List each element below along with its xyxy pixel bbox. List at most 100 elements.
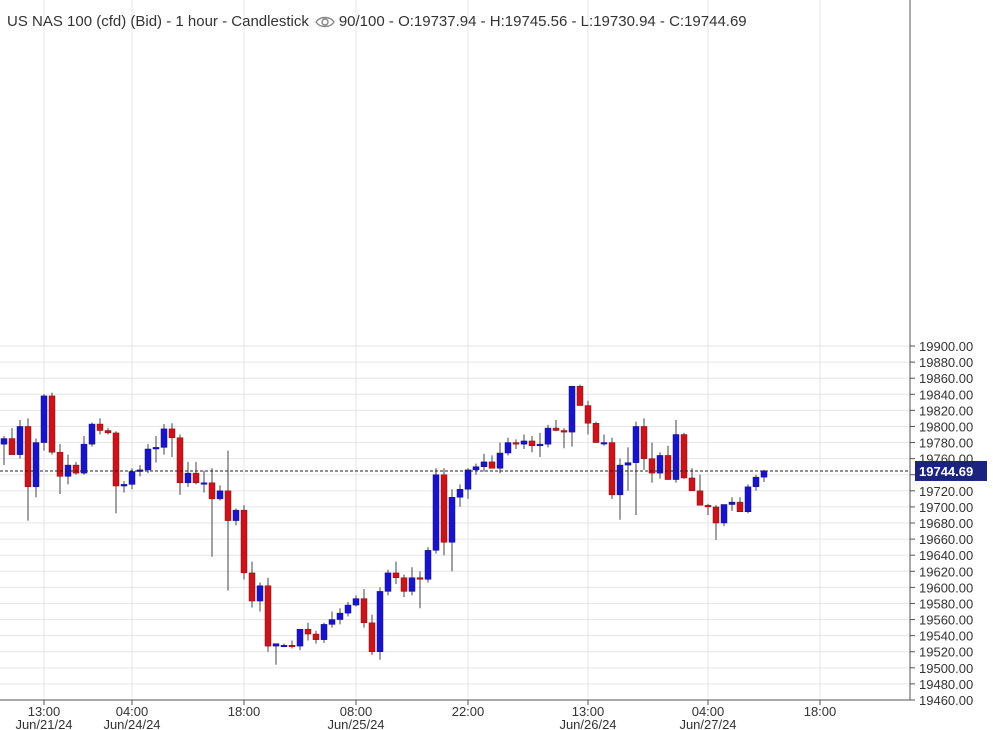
candle-up [464, 468, 472, 499]
candle-up [672, 420, 680, 483]
candle-down [264, 577, 272, 652]
candle-body [248, 572, 256, 602]
candle-down [640, 418, 648, 470]
candle-down [192, 461, 200, 485]
candle-body [240, 509, 248, 574]
candle-down [368, 614, 376, 655]
candle-up [144, 444, 152, 474]
candle-body [408, 577, 416, 592]
x-tick-time-label: 04:00 [116, 704, 149, 719]
last-price-label: 19744.69 [919, 464, 973, 479]
candle-body [368, 622, 376, 652]
candle-body [696, 490, 704, 506]
candle-body [440, 474, 448, 543]
candle-body [736, 501, 744, 512]
candle-body [56, 451, 64, 477]
candle-down [248, 561, 256, 608]
candle-up [728, 497, 736, 511]
candle-up [232, 508, 240, 526]
candle-down [208, 468, 216, 557]
x-tick-time-label: 18:00 [228, 704, 261, 719]
candle-body [712, 506, 720, 524]
candle-up [520, 434, 528, 449]
candle-body [128, 471, 136, 485]
candle-body [256, 585, 264, 602]
candle-body [0, 438, 8, 445]
candle-body [224, 490, 232, 521]
candle-body [216, 490, 224, 500]
candle-down [8, 428, 16, 455]
y-tick-label: 19820.00 [919, 403, 973, 418]
candle-up [320, 622, 328, 643]
candle-down [528, 436, 536, 453]
candle-body [40, 395, 48, 443]
candle-down [584, 400, 592, 435]
eye-icon[interactable] [314, 15, 335, 29]
candle-body [360, 598, 368, 624]
candle-down [712, 505, 720, 540]
x-tick-time-label: 04:00 [692, 704, 725, 719]
candle-body [320, 624, 328, 640]
candle-down [576, 384, 584, 406]
candle-up [752, 474, 760, 491]
candle-body [456, 488, 464, 498]
candle-up [216, 485, 224, 501]
candle-body [384, 572, 392, 592]
candle-down [560, 428, 568, 449]
candle-body [400, 577, 408, 592]
y-tick-label: 19880.00 [919, 355, 973, 370]
y-tick-label: 19520.00 [919, 645, 973, 660]
separator: - [162, 13, 176, 30]
candle-down [592, 421, 600, 443]
candle-down [608, 437, 616, 499]
price-axis[interactable]: 19460.0019480.0019500.0019520.0019540.00… [910, 339, 973, 708]
candle-body [600, 442, 608, 445]
x-tick-date-label: Jun/27/24 [679, 717, 736, 730]
y-tick-label: 19460.00 [919, 693, 973, 708]
candle-up [376, 587, 384, 660]
chart-header: US NAS 100 (cfd) (Bid) - 1 hour - Candle… [7, 13, 747, 30]
y-tick-label: 19500.00 [919, 661, 973, 676]
y-tick-label: 19800.00 [919, 419, 973, 434]
candle-body [488, 461, 496, 469]
timeframe-label: 1 hour [175, 13, 218, 30]
candle-down [648, 442, 656, 483]
candle-down [240, 505, 248, 580]
candle-body [72, 464, 80, 474]
candle-body [336, 612, 344, 620]
score-label: 90/100 [338, 13, 385, 30]
y-tick-label: 19660.00 [919, 532, 973, 547]
candle-up [272, 643, 280, 665]
y-tick-label: 19640.00 [919, 548, 973, 563]
candle-up [632, 421, 640, 515]
candle-body [616, 464, 624, 496]
candle-up [744, 484, 752, 514]
candle-down [512, 439, 520, 449]
candle-up [40, 394, 48, 451]
candle-body [536, 443, 544, 447]
candle-up [616, 458, 624, 520]
candle-body [312, 633, 320, 640]
candle-body [520, 440, 528, 445]
x-tick-date-label: Jun/26/24 [559, 717, 616, 730]
candle-body [232, 509, 240, 521]
candle-body [8, 438, 16, 455]
candle-down [168, 423, 176, 458]
candle-body [296, 628, 304, 647]
candle-body [304, 628, 312, 635]
candle-body [344, 604, 352, 614]
candle-body [152, 447, 160, 450]
candle-up [328, 611, 336, 628]
candle-body [728, 501, 736, 505]
candle-body [760, 470, 768, 478]
y-tick-label: 19700.00 [919, 500, 973, 515]
candle-up [200, 470, 208, 493]
candle-down [440, 468, 448, 556]
candle-down [400, 574, 408, 598]
candle-body [192, 472, 200, 484]
candle-down [664, 445, 672, 480]
candle-body [664, 455, 672, 480]
separator: - [217, 13, 232, 30]
